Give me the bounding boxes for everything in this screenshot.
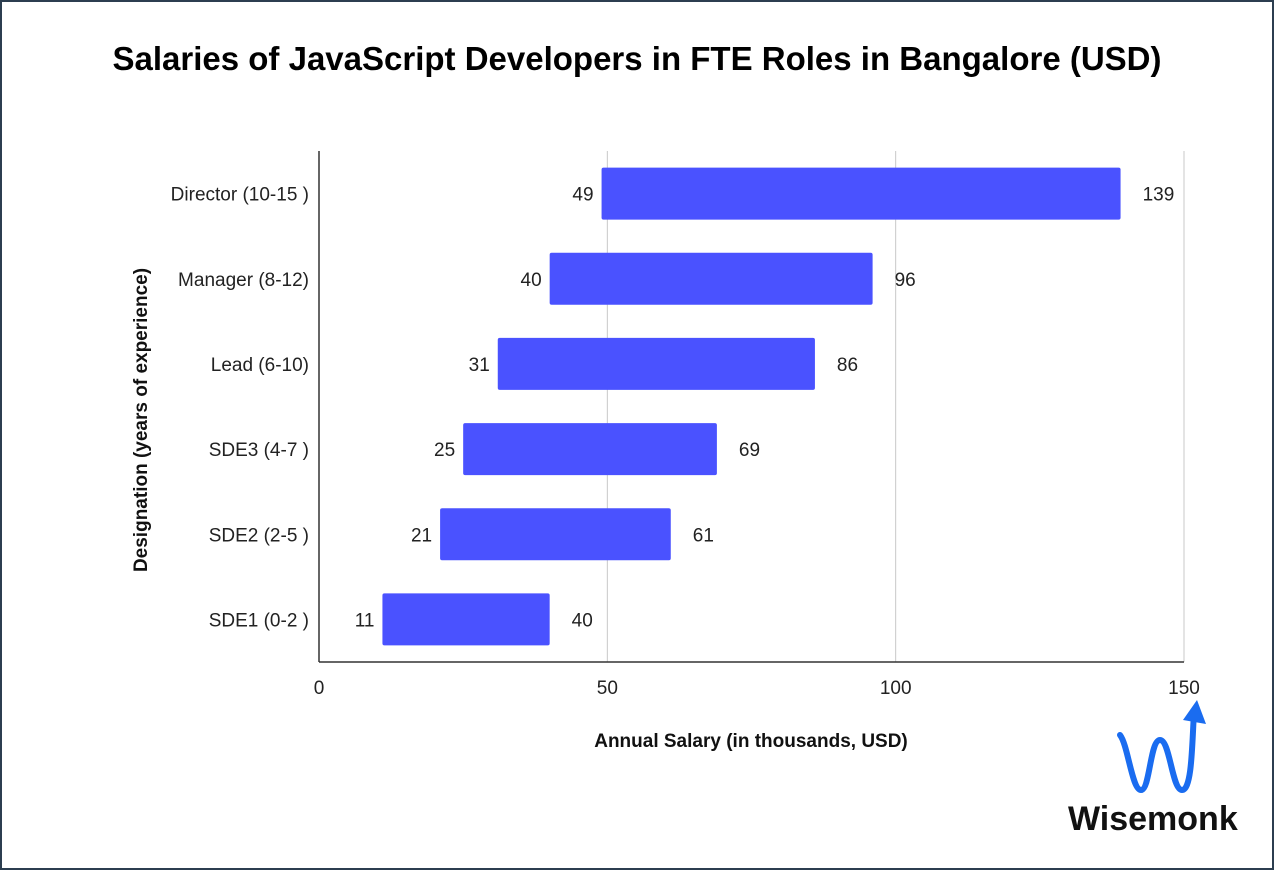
max-value-label: 69 [739,440,760,461]
max-value-label: 86 [837,355,858,376]
category-label: SDE1 (0-2 ) [209,610,309,631]
max-value-label: 139 [1143,185,1175,206]
bar [463,423,717,476]
axes [318,151,1184,663]
min-value-label: 40 [521,270,542,291]
bar [497,337,815,390]
min-value-label: 31 [469,355,490,376]
x-tick-label: 100 [880,678,912,699]
x-tick-label: 150 [1168,678,1200,699]
min-value-label: 49 [572,185,593,206]
x-tick-label: 50 [597,678,618,699]
category-label: Manager (8-12) [178,270,309,291]
max-value-label: 40 [572,610,593,631]
min-value-label: 25 [434,440,455,461]
labels-group: 0 50 100 150 Director (10-15 ) 49 139 Manager (… [171,185,1200,699]
x-tick-label: 0 [314,678,325,699]
bar [382,593,550,646]
max-value-label: 61 [693,525,714,546]
category-label: Director (10-15 ) [171,185,309,206]
wave-arrow-icon [1117,700,1206,794]
bar [601,167,1121,220]
category-label: Lead (6-10) [211,355,309,376]
logo-text: Wisemonk [1068,800,1238,838]
y-axis-title: Designation (years of experience) [131,268,152,572]
bar [440,508,671,561]
bar [549,252,873,305]
min-value-label: 21 [411,525,432,546]
category-label: SDE3 (4-7 ) [209,440,309,461]
bars-group [382,167,1121,646]
category-label: SDE2 (2-5 ) [209,525,309,546]
min-value-label: 11 [355,610,375,631]
max-value-label: 96 [895,270,916,291]
chart-title: Salaries of JavaScript Developers in FTE… [112,40,1162,77]
gridlines [606,151,1185,662]
x-axis-title: Annual Salary (in thousands, USD) [594,731,908,752]
